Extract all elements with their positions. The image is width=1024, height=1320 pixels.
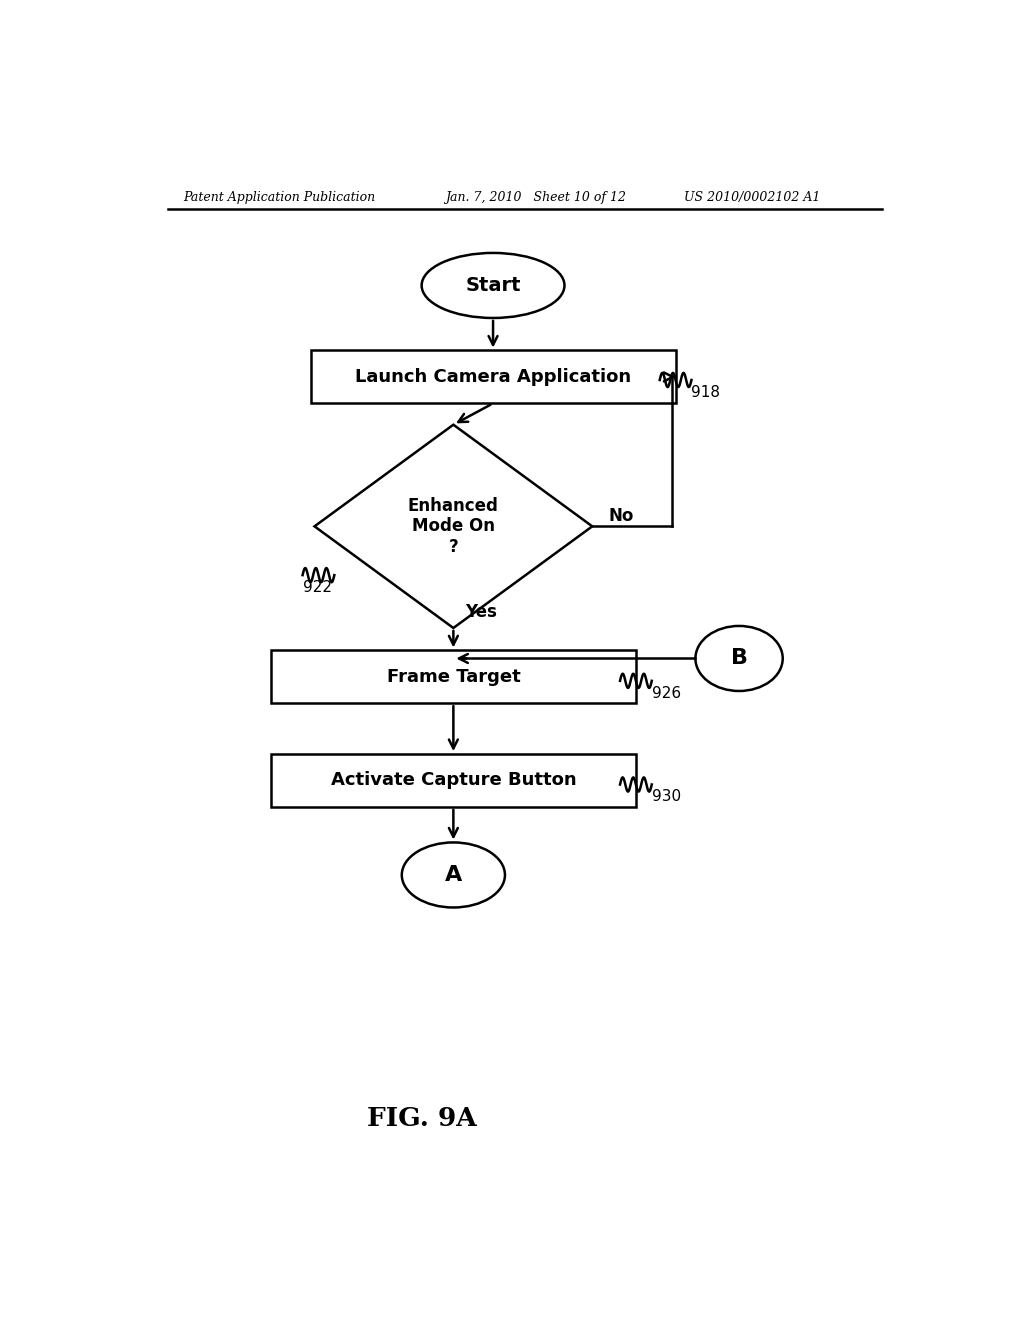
Text: Start: Start [465, 276, 521, 294]
Text: Jan. 7, 2010   Sheet 10 of 12: Jan. 7, 2010 Sheet 10 of 12 [445, 190, 627, 203]
Text: US 2010/0002102 A1: US 2010/0002102 A1 [684, 190, 820, 203]
Text: Activate Capture Button: Activate Capture Button [331, 771, 577, 789]
Text: Patent Application Publication: Patent Application Publication [183, 190, 376, 203]
Text: Enhanced
Mode On
?: Enhanced Mode On ? [408, 496, 499, 556]
Text: FIG. 9A: FIG. 9A [367, 1106, 476, 1131]
Text: A: A [444, 865, 462, 884]
Text: 918: 918 [691, 384, 721, 400]
Text: 930: 930 [652, 789, 681, 804]
Text: Frame Target: Frame Target [386, 668, 520, 686]
Text: 926: 926 [652, 685, 681, 701]
Text: 922: 922 [303, 579, 332, 595]
Bar [310, 351, 676, 404]
Bar [270, 754, 636, 807]
Text: B: B [730, 648, 748, 668]
Bar [270, 651, 636, 704]
Text: Yes: Yes [465, 603, 498, 620]
Text: No: No [608, 507, 634, 525]
Text: Launch Camera Application: Launch Camera Application [355, 368, 631, 385]
